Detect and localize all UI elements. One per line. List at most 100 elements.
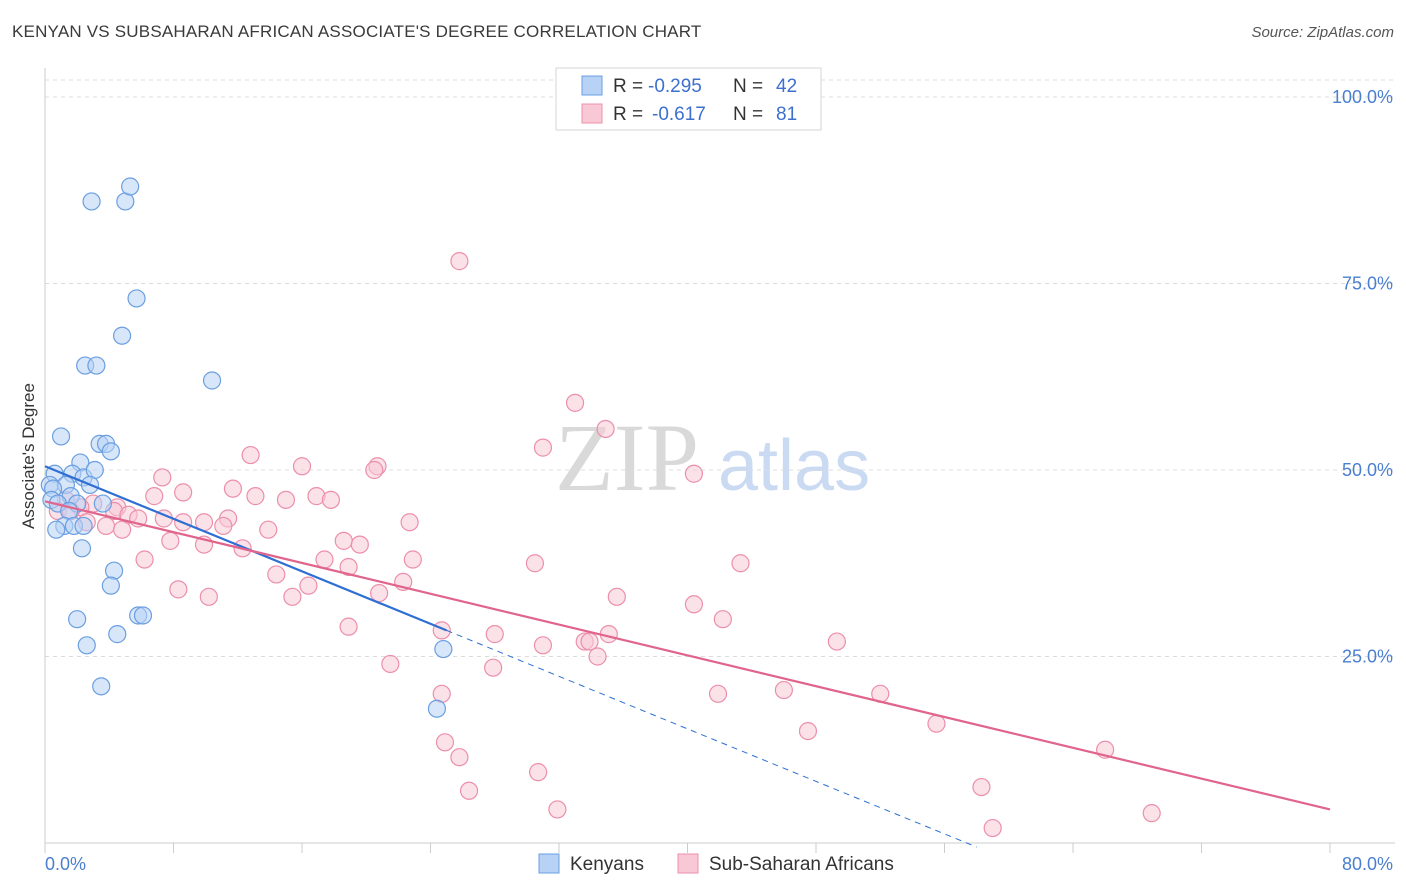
trend-lines (44, 465, 1331, 848)
bottom-legend-swatch-kenyans (538, 853, 560, 874)
subsaharan-point (529, 763, 548, 782)
watermark-zip: ZIP (555, 404, 699, 511)
subsaharan-point (713, 610, 732, 629)
kenyans-trend-extension (446, 629, 977, 848)
kenyans-point (87, 356, 106, 375)
kenyans-point (108, 625, 127, 644)
kenyans-point (82, 192, 101, 211)
subsaharan-point (365, 460, 384, 480)
legend-r-label-1: R = (613, 76, 643, 97)
subsaharan-point (96, 516, 116, 536)
kenyans-point (101, 576, 120, 595)
subsaharan-point (774, 680, 793, 700)
subsaharan-point (450, 252, 469, 271)
subsaharan-point (400, 513, 419, 532)
legend-n-label-2: N = (733, 104, 763, 125)
subsaharan-point (525, 554, 545, 573)
subsaharan-point (241, 445, 260, 465)
subsaharan-point (315, 550, 334, 569)
subsaharan-point (169, 580, 188, 599)
legend-r-label-2: R = (613, 104, 643, 125)
subsaharan-point (153, 468, 172, 487)
chart-source: Source: ZipAtlas.com (1251, 24, 1394, 41)
x-tick-label-min: 0.0% (45, 854, 86, 874)
chart-title: KENYAN VS SUBSAHARAN AFRICAN ASSOCIATE'S… (12, 22, 702, 41)
subsaharan-point (533, 636, 553, 655)
data-points (40, 177, 1161, 838)
y-tick-label: 25.0% (1342, 647, 1393, 667)
kenyans-point (434, 639, 453, 659)
kenyans-point (68, 610, 87, 629)
subsaharan-point (798, 721, 818, 741)
kenyans-point (127, 289, 146, 308)
bottom-legend-swatch-subsaharan (677, 853, 699, 874)
subsaharan-point (1142, 804, 1161, 823)
kenyans-point (101, 442, 120, 461)
kenyans-point (47, 520, 66, 539)
subsaharan-point (588, 647, 607, 666)
subsaharan-point (334, 531, 353, 550)
subsaharan-point (927, 714, 946, 733)
subsaharan-point (972, 777, 991, 797)
kenyans-point (51, 427, 71, 446)
legend-n-value-2: 81 (776, 104, 797, 125)
subsaharan-point (259, 520, 278, 539)
subsaharan-point (292, 457, 312, 476)
kenyans-point (427, 699, 447, 718)
subsaharan-point (731, 554, 750, 573)
subsaharan-point (607, 587, 626, 606)
subsaharan-trend-line (44, 500, 1331, 811)
legend-n-value-1: 42 (776, 76, 797, 97)
legend-r-value-2: -0.617 (652, 104, 706, 125)
subsaharan-point (565, 393, 585, 412)
subsaharan-point (708, 684, 728, 703)
subsaharan-point (339, 557, 358, 577)
subsaharan-point (214, 516, 233, 536)
subsaharan-point (161, 531, 180, 550)
subsaharan-point (548, 800, 567, 819)
subsaharan-point (381, 654, 400, 674)
subsaharan-point (485, 625, 504, 644)
kenyans-point (112, 326, 132, 345)
subsaharan-point (484, 658, 503, 677)
kenyans-trend-line (44, 465, 447, 632)
subsaharan-point (174, 483, 193, 502)
axes (44, 68, 1395, 853)
subsaharan-point (596, 419, 615, 439)
legend: R = -0.295 N = 42 R = -0.617 N = 81 (555, 67, 822, 131)
subsaharan-point (276, 490, 296, 509)
y-axis-label: Associate's Degree (19, 383, 38, 529)
subsaharan-point (827, 632, 846, 651)
subsaharan-point (339, 617, 358, 636)
subsaharan-point (684, 464, 704, 483)
kenyans-point (92, 677, 111, 696)
subsaharan-point (370, 583, 389, 603)
subsaharan-point (135, 550, 154, 569)
y-tick-label: 100.0% (1332, 87, 1393, 107)
subsaharan-point (403, 550, 422, 569)
kenyans-point (72, 539, 92, 558)
legend-swatch-kenyans (581, 75, 603, 96)
legend-r-value-1: -0.295 (648, 76, 702, 97)
bottom-legend-kenyans: Kenyans (570, 854, 644, 875)
subsaharan-point (299, 576, 318, 595)
subsaharan-point (112, 520, 132, 539)
subsaharan-point (459, 781, 479, 800)
kenyans-point (133, 606, 153, 625)
subsaharan-point (145, 487, 164, 506)
watermark-atlas: atlas (718, 426, 870, 506)
subsaharan-point (267, 565, 286, 584)
kenyans-point (74, 516, 93, 536)
x-tick-label-max: 80.0% (1342, 854, 1393, 874)
subsaharan-point (435, 733, 455, 752)
subsaharan-point (283, 587, 302, 606)
subsaharan-point (450, 748, 469, 767)
kenyans-point (121, 177, 140, 196)
subsaharan-point (350, 535, 369, 554)
kenyans-point (104, 561, 124, 580)
grid-lines (45, 79, 1395, 657)
subsaharan-point (580, 632, 599, 651)
legend-swatch-subsaharan (581, 103, 603, 124)
y-tick-label: 50.0% (1342, 460, 1393, 480)
